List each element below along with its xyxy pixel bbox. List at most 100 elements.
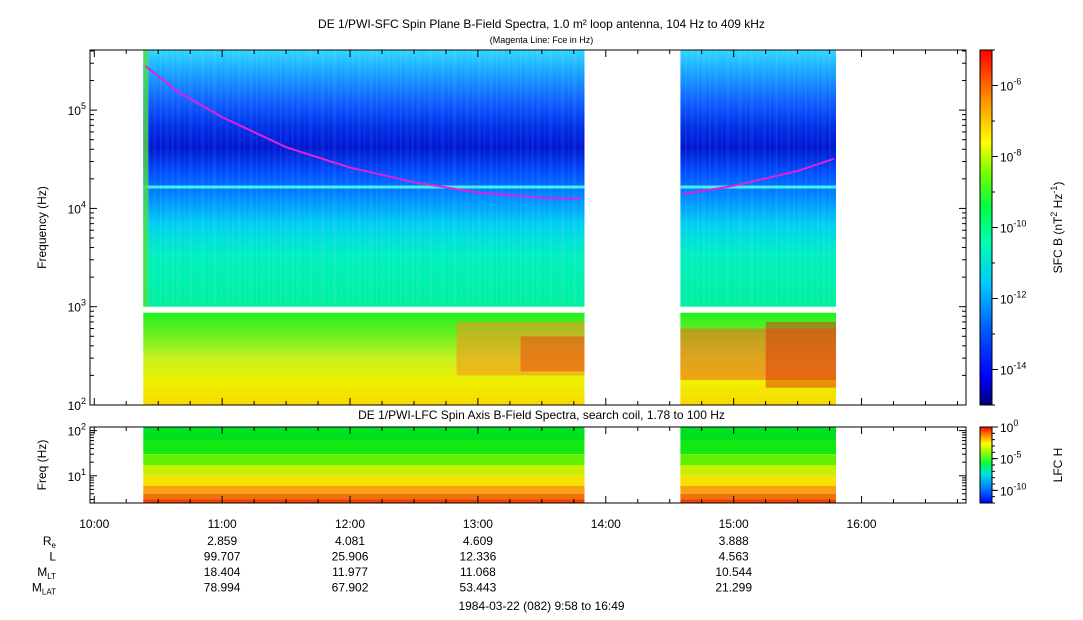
- lfc-band: [143, 493, 585, 500]
- sfc-streak: [477, 50, 479, 307]
- sfc-colorbar-label: SFC B (nT2 Hz-1): [1049, 182, 1065, 274]
- ephemeris-value: 53.443: [460, 581, 497, 595]
- sfc-colorbar-tick-label: 10-6: [1000, 77, 1021, 94]
- sfc-streak: [239, 50, 241, 307]
- sfc-streak: [726, 50, 728, 307]
- sfc-streak: [489, 50, 491, 307]
- sfc-streak: [810, 50, 812, 307]
- sfc-streak: [237, 50, 239, 307]
- sfc-streak: [740, 50, 742, 307]
- sfc-streak: [798, 50, 800, 307]
- sfc-streak: [733, 50, 735, 307]
- sfc-streak: [287, 50, 289, 307]
- sfc-streak: [568, 50, 570, 307]
- sfc-streak: [424, 50, 426, 307]
- lfc-colorbar: [979, 426, 993, 504]
- time-tick-label: 13:00: [463, 517, 493, 531]
- sfc-streak: [465, 50, 467, 307]
- sfc-interference-line: [680, 185, 836, 189]
- fce-line: [682, 157, 835, 196]
- sfc-streak: [793, 50, 795, 307]
- sfc-streak: [503, 50, 505, 307]
- sfc-streak: [196, 50, 198, 307]
- sfc-streak: [227, 50, 229, 307]
- sfc-high-band-block: [143, 50, 585, 307]
- lfc-y-tick-label: 102: [68, 422, 86, 439]
- sfc-streak: [556, 50, 558, 307]
- lfc-band: [680, 465, 836, 476]
- sfc-streak: [472, 50, 474, 307]
- sfc-streak: [520, 50, 522, 307]
- sfc-streak: [371, 50, 373, 307]
- sfc-streak: [184, 50, 186, 307]
- sfc-streak: [757, 50, 759, 307]
- lfc-band: [680, 427, 836, 441]
- sfc-streak: [251, 50, 253, 307]
- fce-line: [144, 65, 581, 200]
- sfc-streak: [189, 50, 191, 307]
- sfc-streak: [311, 50, 313, 307]
- ephemeris-value: 99.707: [204, 550, 241, 564]
- sfc-streak: [824, 50, 826, 307]
- sfc-streak: [191, 50, 193, 307]
- ephemeris-value: 12.336: [460, 550, 497, 564]
- ephemeris-value: 4.563: [719, 550, 749, 564]
- time-tick-label: 14:00: [591, 517, 621, 531]
- sfc-streak: [225, 50, 227, 307]
- sfc-streak: [455, 50, 457, 307]
- sfc-streak: [539, 50, 541, 307]
- sfc-streak: [716, 50, 718, 307]
- sfc-streak: [323, 50, 325, 307]
- sfc-streak: [448, 50, 450, 307]
- sfc-streak: [573, 50, 575, 307]
- ephemeris-value: 67.902: [332, 581, 369, 595]
- sfc-edge-strip: [143, 50, 149, 307]
- sfc-streak: [249, 50, 251, 307]
- sfc-streak: [551, 50, 553, 307]
- sfc-streak: [561, 50, 563, 307]
- sfc-streak: [697, 50, 699, 307]
- ephemeris-value: 21.299: [715, 581, 752, 595]
- sfc-streak: [376, 50, 378, 307]
- sfc-streak: [752, 50, 754, 307]
- axes-layer: 102 103 104 105 101 102 Frequency (Hz) Freq (Hz…: [32, 49, 1065, 597]
- sfc-interference-line: [143, 185, 585, 189]
- sfc-streak: [304, 50, 306, 307]
- sfc-streak: [297, 50, 299, 307]
- sfc-streak: [467, 50, 469, 307]
- sfc-streak: [580, 50, 582, 307]
- sfc-colorbar: [979, 49, 993, 406]
- sfc-streak: [714, 50, 716, 307]
- sfc-streak: [805, 50, 807, 307]
- lfc-colorbar-tick-label: 10-10: [1000, 481, 1026, 498]
- sfc-streak: [776, 50, 778, 307]
- sfc-streak: [822, 50, 824, 307]
- lfc-y-tick-label: 101: [68, 467, 86, 484]
- lfc-band: [680, 493, 836, 500]
- ephemeris-value: 25.906: [332, 550, 369, 564]
- ephemeris-value: 11.977: [332, 565, 368, 579]
- sfc-streak: [704, 50, 706, 307]
- sfc-streak: [316, 50, 318, 307]
- ephemeris-value: 11.068: [460, 565, 496, 579]
- lfc-colorbar-tick-label: 100: [1000, 418, 1018, 435]
- sfc-streak: [436, 50, 438, 307]
- sfc-streak: [280, 50, 282, 307]
- sfc-streak: [381, 50, 383, 307]
- sfc-streak: [453, 50, 455, 307]
- sfc-streak: [563, 50, 565, 307]
- sfc-colorbar-tick-label: 10-8: [1000, 148, 1021, 165]
- sfc-streak: [788, 50, 790, 307]
- sfc-streak: [208, 50, 210, 307]
- sfc-streak: [357, 50, 359, 307]
- lfc-band: [680, 499, 836, 503]
- sfc-streak: [575, 50, 577, 307]
- sfc-streak: [165, 50, 167, 307]
- sfc-streak: [405, 50, 407, 307]
- sfc-streak: [786, 50, 788, 307]
- time-tick-label: 12:00: [335, 517, 365, 531]
- lfc-y-axis-label: Freq (Hz): [35, 440, 49, 491]
- sfc-spectrogram: [143, 50, 836, 405]
- sfc-streak: [407, 50, 409, 307]
